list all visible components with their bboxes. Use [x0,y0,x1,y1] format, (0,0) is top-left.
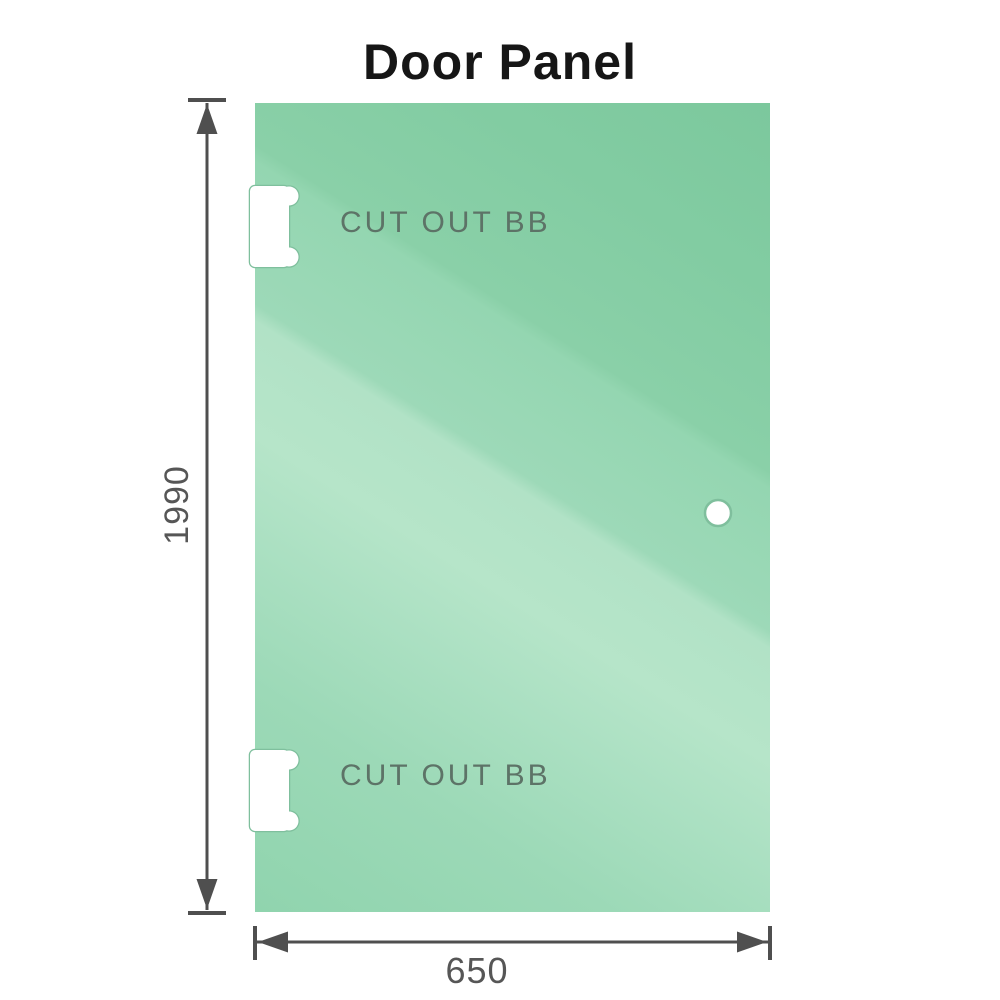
height-dimension-label: 1990 [158,465,196,545]
cutout-label-bottom: CUT OUT BB [340,759,551,792]
width-dimension-arrow [253,926,772,960]
width-dimension-label: 650 [445,950,509,991]
glass-panel [255,103,770,912]
height-dimension-arrow [188,98,226,915]
cutout-label-top: CUT OUT BB [340,206,551,239]
handle-hole [703,498,733,528]
page-title: Door Panel [363,34,637,90]
